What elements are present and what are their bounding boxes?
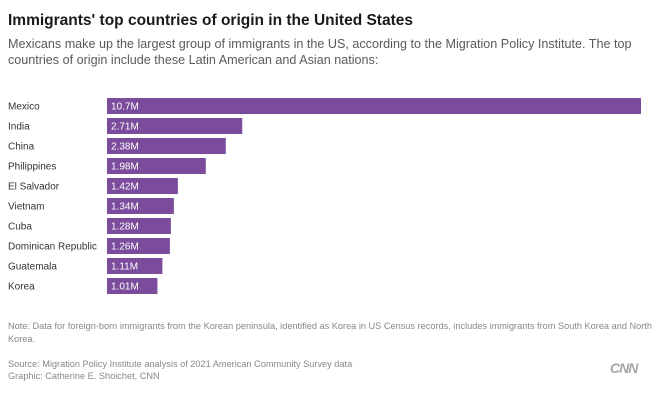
chart-subtitle: Mexicans make up the largest group of im… <box>8 37 632 67</box>
bar <box>107 138 226 154</box>
bar-row: China 2.38M <box>8 138 226 154</box>
bar-value-label: 1.28M <box>111 222 139 233</box>
bar-chart: Mexico 10.7M India 2.71M China 2.38M Philippin… <box>8 98 641 294</box>
category-label: China <box>8 142 35 153</box>
category-label: India <box>8 122 30 133</box>
bar-value-label: 2.38M <box>111 142 139 153</box>
bar-value-label: 1.98M <box>111 162 139 173</box>
bar-value-label: 1.11M <box>111 262 138 273</box>
bar-row: El Salvador 1.42M <box>8 178 178 194</box>
category-label: El Salvador <box>8 182 60 193</box>
category-label: Mexico <box>8 102 40 113</box>
bar <box>107 118 243 134</box>
bar <box>107 98 641 114</box>
chart-source: Source: Migration Policy Institute analy… <box>8 359 353 369</box>
bar-value-label: 2.71M <box>111 122 139 133</box>
bar-row: Korea 1.01M <box>8 278 158 294</box>
bar <box>107 258 163 274</box>
category-label: Korea <box>8 282 35 293</box>
chart-title: Immigrants' top countries of origin in t… <box>8 12 413 29</box>
bar-value-label: 1.42M <box>111 182 139 193</box>
bar-row: Guatemala 1.11M <box>8 258 163 274</box>
bar-row: Cuba 1.28M <box>8 218 171 234</box>
category-label: Guatemala <box>8 262 57 273</box>
bar <box>107 218 171 234</box>
bar <box>107 198 174 214</box>
bar-row: India 2.71M <box>8 118 243 134</box>
chart-credit: Graphic: Catherine E. Shoichet, CNN <box>8 371 160 381</box>
bar-value-label: 1.26M <box>111 242 139 253</box>
bar-value-label: 1.01M <box>111 282 139 293</box>
bar <box>107 158 206 174</box>
bar <box>107 178 178 194</box>
category-label: Cuba <box>8 222 32 233</box>
chart-note: Note: Data for foreign-born immigrants f… <box>8 321 652 344</box>
category-label: Philippines <box>8 162 56 173</box>
bar-row: Philippines 1.98M <box>8 158 206 174</box>
cnn-logo: CNN <box>610 360 638 376</box>
bar-value-label: 1.34M <box>111 202 139 213</box>
category-label: Dominican Republic <box>8 242 97 253</box>
bar-row: Mexico 10.7M <box>8 98 641 114</box>
bar <box>107 238 170 254</box>
category-label: Vietnam <box>8 202 45 213</box>
bar-row: Vietnam 1.34M <box>8 198 174 214</box>
bar-value-label: 10.7M <box>111 102 139 113</box>
bar-row: Dominican Republic 1.26M <box>8 238 170 254</box>
bar <box>107 278 158 294</box>
